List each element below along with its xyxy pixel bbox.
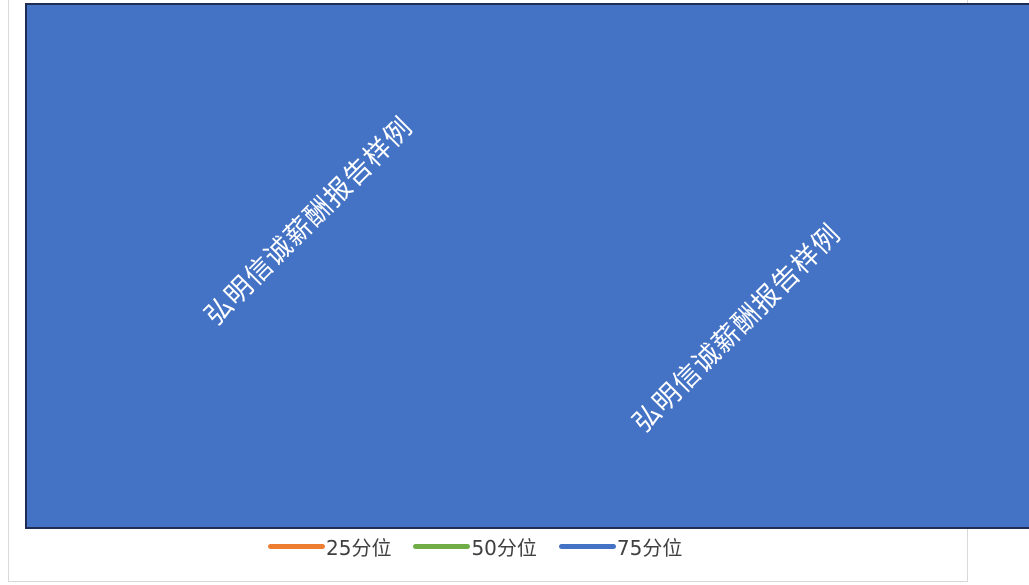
legend-label-50: 50分位 [471, 535, 537, 560]
legend-swatch-50 [413, 543, 471, 549]
legend-item-50[interactable]: 50分位 [413, 532, 537, 561]
legend-item-75[interactable]: 75分位 [558, 532, 683, 561]
plot-area: 弘明信诚薪酬报告样例 弘明信诚薪酬报告样例 [25, 3, 1029, 529]
plot-fill-75 [27, 5, 1029, 527]
legend-label-75: 75分位 [616, 535, 683, 560]
legend: 25分位 50分位 75分位 [268, 532, 704, 561]
legend-swatch-25 [268, 543, 325, 549]
legend-item-25[interactable]: 25分位 [268, 532, 391, 561]
legend-label-25: 25分位 [326, 535, 392, 560]
legend-swatch-75 [558, 543, 616, 549]
